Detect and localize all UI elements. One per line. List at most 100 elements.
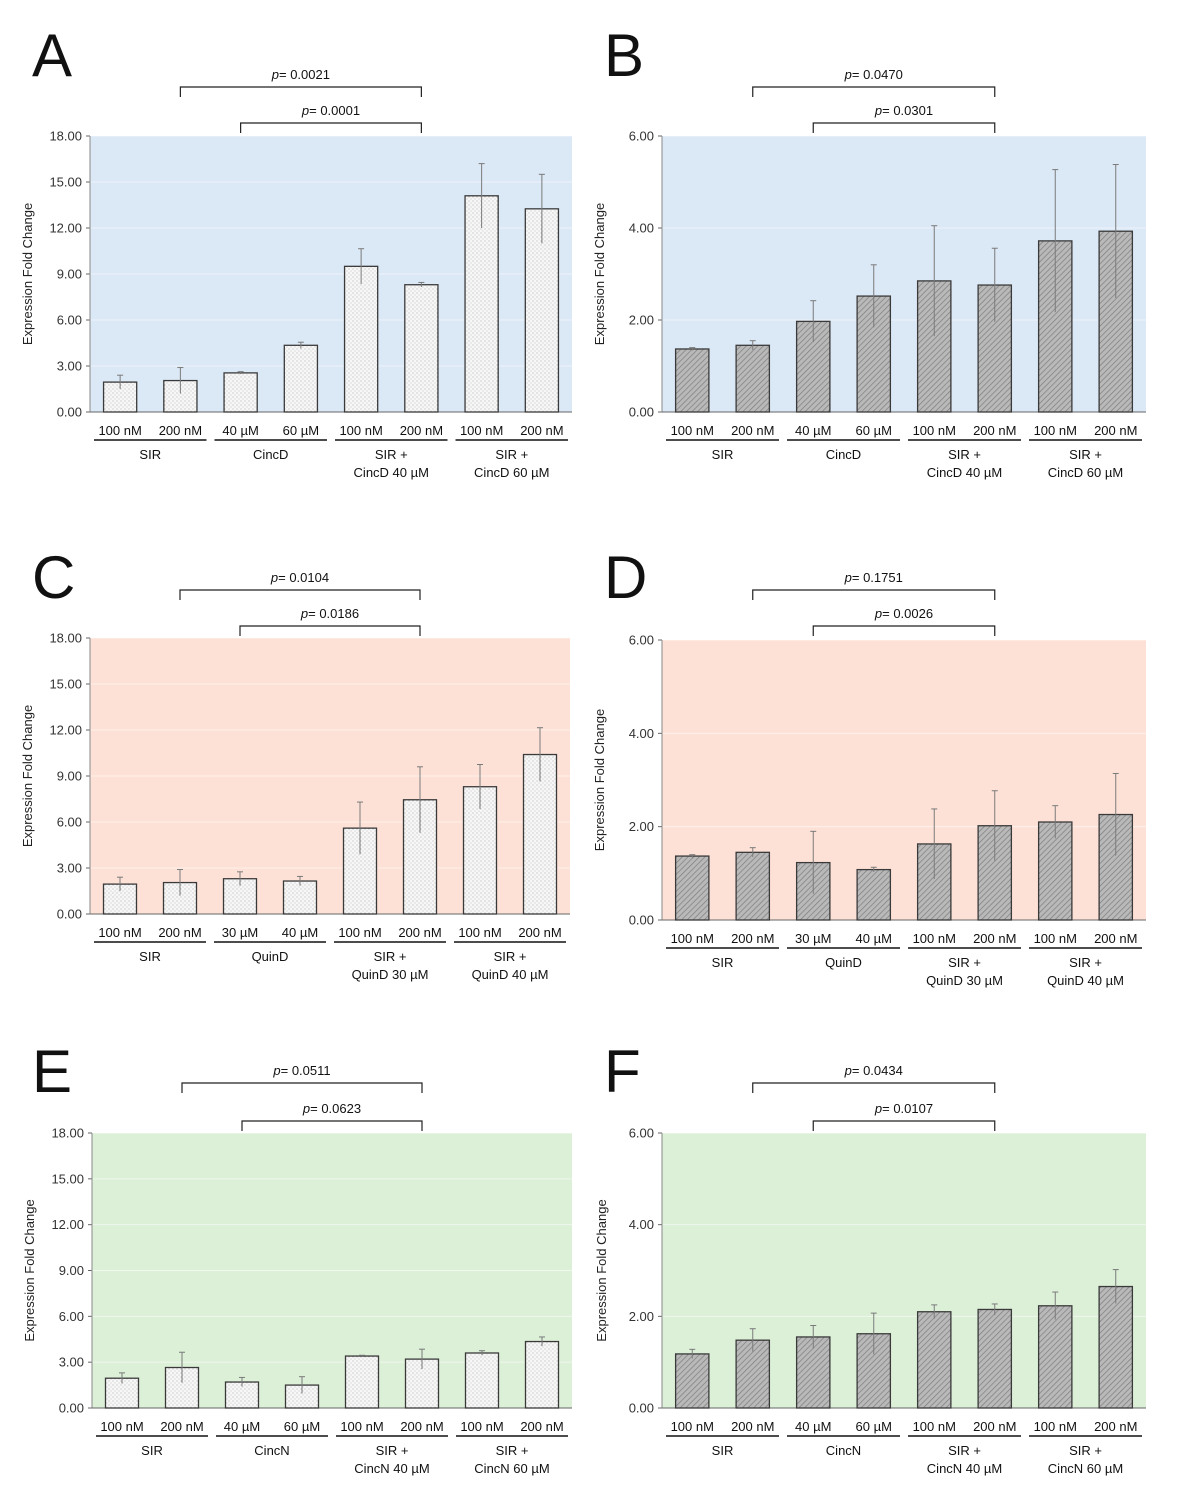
panel-letter: D — [604, 544, 647, 611]
p-value-label: p= 0.0301 — [874, 103, 933, 118]
category-label: 100 nM — [671, 1419, 714, 1434]
y-axis-label: Expression Fold Change — [594, 1199, 609, 1341]
y-axis-label: Expression Fold Change — [20, 203, 35, 345]
category-label: 100 nM — [1034, 1419, 1077, 1434]
bar — [344, 1355, 380, 1409]
group-label: CincN 60 µM — [474, 1461, 549, 1476]
plot-area — [662, 1133, 1146, 1408]
p-value: = 0.0623 — [310, 1101, 361, 1116]
y-tick-label: 6.00 — [59, 1309, 84, 1324]
group-label: SIR + — [496, 1443, 529, 1458]
category-label: 200 nM — [158, 925, 201, 940]
group-label: QuinD 30 µM — [926, 973, 1003, 988]
category-label: 100 nM — [460, 1419, 503, 1434]
p-value-label: p= 0.0107 — [874, 1101, 933, 1116]
y-tick-label: 3.00 — [57, 861, 82, 876]
group-label: SIR + — [1069, 1443, 1102, 1458]
group-label: QuinD — [252, 949, 289, 964]
p-value-label: p= 0.0434 — [844, 1063, 903, 1078]
panel-letter: A — [32, 22, 72, 89]
y-tick-label: 18.00 — [49, 631, 82, 646]
y-axis-label: Expression Fold Change — [592, 709, 607, 851]
y-tick-label: 0.00 — [57, 405, 82, 420]
significance-bracket — [241, 1120, 423, 1131]
p-symbol: p — [272, 1063, 280, 1078]
group-label: QuinD — [825, 955, 862, 970]
y-tick-label: 0.00 — [629, 913, 654, 928]
group-label: SIR + — [376, 1443, 409, 1458]
category-label: 60 µM — [856, 423, 892, 438]
group-label: CincN 40 µM — [927, 1461, 1002, 1476]
bar — [524, 1340, 560, 1409]
significance-bracket — [179, 589, 421, 600]
group-label: QuinD 40 µM — [472, 967, 549, 982]
category-label: 200 nM — [160, 1419, 203, 1434]
category-label: 200 nM — [731, 931, 774, 946]
chart-panel-a: A 0.00 3.00 6.00 9.00 12.00 15.00 18.00 Expressi… — [20, 22, 572, 480]
category-label: 200 nM — [518, 925, 561, 940]
group-label: SIR — [712, 955, 734, 970]
category-label: 30 µM — [222, 925, 258, 940]
significance-bracket — [240, 122, 422, 133]
y-tick-label: 9.00 — [59, 1263, 84, 1278]
p-value: = 0.0511 — [281, 1063, 331, 1078]
y-tick-label: 0.00 — [629, 405, 654, 420]
category-label: 200 nM — [973, 1419, 1016, 1434]
p-value-label: p= 0.0511 — [272, 1063, 330, 1078]
group-label: SIR + — [948, 1443, 981, 1458]
significance-bracket — [239, 625, 421, 636]
group-label: QuinD 30 µM — [352, 967, 429, 982]
chart-panel-e: E 0.00 3.00 6.00 9.00 12.00 15.00 18.00 Expressi… — [22, 1038, 572, 1476]
y-axis-label: Expression Fold Change — [22, 1199, 37, 1341]
group-label: CincD 60 µM — [474, 465, 549, 480]
bar — [735, 851, 771, 921]
plot-area — [662, 136, 1146, 412]
category-label: 100 nM — [98, 925, 141, 940]
p-value: = 0.0104 — [278, 570, 329, 585]
group-label: SIR + — [374, 949, 407, 964]
p-value: = 0.0434 — [852, 1063, 903, 1078]
y-tick-label: 0.00 — [57, 907, 82, 922]
bar — [916, 1311, 952, 1409]
p-value: = 0.0026 — [882, 606, 933, 621]
category-label: 30 µM — [795, 931, 831, 946]
group-label: SIR + — [495, 447, 528, 462]
group-label: SIR + — [1069, 447, 1102, 462]
category-label: 40 µM — [856, 931, 892, 946]
category-label: 200 nM — [1094, 423, 1137, 438]
y-tick-label: 15.00 — [49, 677, 82, 692]
y-tick-label: 4.00 — [629, 726, 654, 741]
bar — [735, 344, 771, 413]
y-tick-label: 0.00 — [59, 1401, 84, 1416]
p-symbol: p — [300, 606, 308, 621]
category-label: 200 nM — [973, 423, 1016, 438]
bar — [674, 855, 710, 921]
y-tick-label: 9.00 — [57, 769, 82, 784]
p-value: = 0.0301 — [882, 103, 933, 118]
category-label: 40 µM — [795, 1419, 831, 1434]
category-label: 60 µM — [856, 1419, 892, 1434]
bar — [223, 372, 258, 413]
significance-bracket — [179, 86, 422, 97]
group-label: CincD 60 µM — [1048, 465, 1123, 480]
chart-panel-d: D 0.00 2.00 4.00 6.00 Expression Fold Change 1… — [592, 544, 1146, 988]
p-value-label: p= 0.0026 — [874, 606, 933, 621]
p-symbol: p — [844, 1063, 852, 1078]
y-tick-label: 15.00 — [51, 1171, 84, 1186]
panel-letter: B — [604, 22, 644, 89]
bar — [283, 344, 319, 413]
panel-letter: C — [32, 544, 75, 611]
y-tick-label: 2.00 — [629, 313, 654, 328]
chart-panel-b: B 0.00 2.00 4.00 6.00 Expression Fold Change 1… — [592, 22, 1146, 480]
p-value: = 0.0001 — [309, 103, 360, 118]
bar — [343, 265, 379, 413]
group-label: SIR — [712, 447, 734, 462]
significance-bracket — [812, 1120, 996, 1131]
category-label: 200 nM — [400, 1419, 443, 1434]
group-label: CincD 40 µM — [354, 465, 429, 480]
y-tick-label: 6.00 — [57, 815, 82, 830]
bar — [977, 1308, 1013, 1409]
category-label: 60 µM — [283, 423, 319, 438]
category-label: 200 nM — [731, 1419, 774, 1434]
